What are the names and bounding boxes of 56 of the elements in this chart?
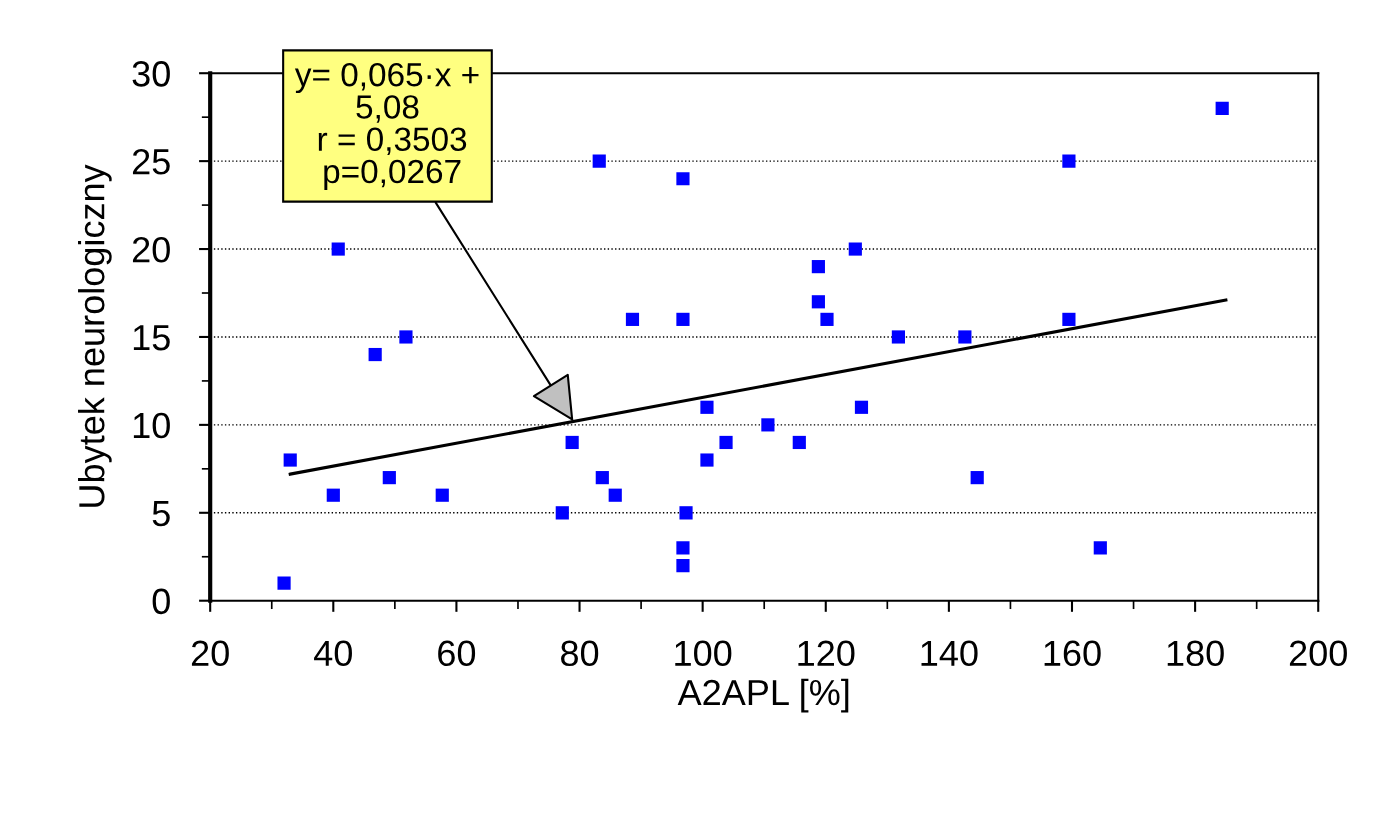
x-tick-label: 40 <box>314 640 352 667</box>
y-tick-label: 15 <box>133 325 170 351</box>
point <box>399 330 413 344</box>
point <box>792 435 806 450</box>
y-tick-label: 0 <box>152 588 170 615</box>
x-tick-label: 160 <box>1044 640 1101 667</box>
point <box>854 400 869 414</box>
point <box>283 453 297 467</box>
point <box>565 435 579 450</box>
point <box>676 312 690 326</box>
annotation: y= 0,065·x + 5,08 r = 0,3503 p=0,0267 <box>294 62 479 190</box>
point <box>700 453 714 467</box>
point <box>331 242 345 256</box>
x-tick-label: 180 <box>1167 640 1224 667</box>
x-tick-label: 20 <box>191 640 229 667</box>
point <box>891 330 905 344</box>
y-tick-label: 10 <box>133 412 170 439</box>
point <box>811 295 825 309</box>
point <box>555 506 569 520</box>
y-axis-title: Ubytek neurologiczny <box>78 164 112 507</box>
x-tick-label: 100 <box>675 640 732 667</box>
x-axis-title: A2APL [%] <box>677 678 849 713</box>
point <box>679 506 693 520</box>
y-tick-label: 20 <box>132 236 170 263</box>
point <box>608 488 622 502</box>
x-tick-label: 200 <box>1289 640 1347 667</box>
point <box>958 330 972 344</box>
point <box>700 400 714 414</box>
point <box>1215 101 1229 115</box>
point <box>1093 541 1107 555</box>
point <box>719 435 733 450</box>
x-tick-label: 140 <box>921 640 978 667</box>
point <box>435 488 449 502</box>
y-tick-label: 25 <box>132 149 170 175</box>
x-tick-label: 60 <box>438 640 476 667</box>
point <box>326 488 340 502</box>
point <box>811 260 825 274</box>
point <box>820 312 834 326</box>
point <box>676 172 690 186</box>
point <box>595 471 609 485</box>
point <box>1062 154 1076 168</box>
point <box>625 312 640 326</box>
x-tick-label: 80 <box>561 640 599 667</box>
y-tick-label: 30 <box>132 61 170 87</box>
point <box>1062 312 1076 326</box>
point <box>592 154 606 168</box>
x-tick-label: 120 <box>798 640 855 667</box>
point <box>277 576 291 590</box>
point <box>368 347 382 362</box>
point <box>970 471 984 485</box>
point <box>382 471 396 485</box>
point <box>676 541 690 555</box>
point <box>761 418 775 432</box>
point <box>848 242 862 256</box>
y-tick-label: 5 <box>152 501 170 527</box>
point <box>676 558 690 573</box>
